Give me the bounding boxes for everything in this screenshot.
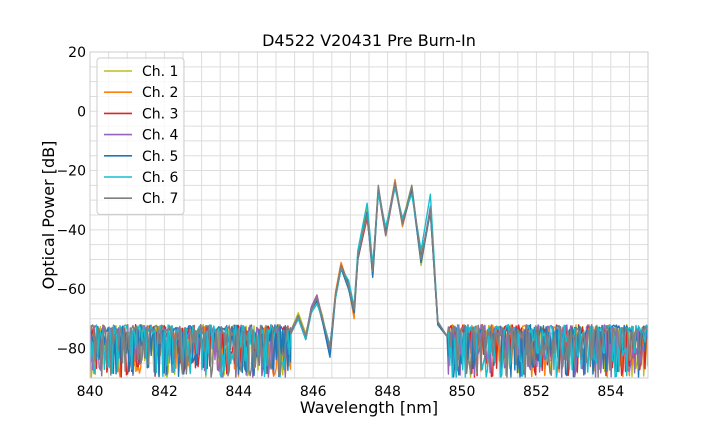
plot-frame xyxy=(89,51,649,379)
series-lines xyxy=(90,178,648,378)
legend-label-ch-4: Ch. 4 xyxy=(142,128,179,144)
y-tick-label: 0 xyxy=(77,104,86,120)
x-tick-label: 850 xyxy=(449,384,476,400)
y-tick-label: −40 xyxy=(56,223,86,239)
y-axis-label: Optical Power [dB] xyxy=(39,141,58,290)
legend-label-ch-5: Ch. 5 xyxy=(142,149,178,165)
x-tick-label: 844 xyxy=(225,384,252,400)
y-tick-label: −20 xyxy=(56,164,86,180)
legend-label-ch-2: Ch. 2 xyxy=(142,85,178,101)
series-line-ch-7 xyxy=(90,181,648,378)
x-tick-label: 846 xyxy=(300,384,327,400)
legend-box xyxy=(96,57,185,215)
x-tick-label: 848 xyxy=(374,384,401,400)
y-tick-label: −80 xyxy=(56,341,86,357)
legend-label-ch-7: Ch. 7 xyxy=(142,191,178,207)
y-tick-label: −60 xyxy=(56,282,86,298)
tick-labels: 840 842 844 846 848 850 852 854 −80 −60 −40 −20 0 20 xyxy=(56,45,624,400)
x-tick-label: 840 xyxy=(77,384,104,400)
legend-label-ch-3: Ch. 3 xyxy=(142,106,178,122)
chart-title: D4522 V20431 Pre Burn-In xyxy=(262,31,476,50)
x-tick-label: 842 xyxy=(151,384,178,400)
legend: Ch. 1 Ch. 2 Ch. 3 Ch. 4 Ch. 5 Ch. 6 Ch. 7 xyxy=(96,57,185,215)
x-axis-label: Wavelength [nm] xyxy=(300,398,438,417)
x-tick-label: 854 xyxy=(597,384,624,400)
y-tick-label: 20 xyxy=(68,45,86,61)
legend-label-ch-1: Ch. 1 xyxy=(142,64,178,80)
x-tick-label: 852 xyxy=(523,384,550,400)
legend-label-ch-6: Ch. 6 xyxy=(142,170,179,186)
